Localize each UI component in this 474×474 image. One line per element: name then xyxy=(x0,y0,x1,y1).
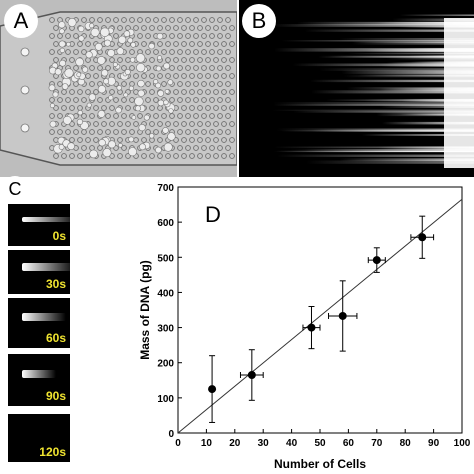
timelapse-frame: 120s xyxy=(8,414,70,462)
data-point xyxy=(247,371,256,380)
x-tick-label: 100 xyxy=(454,438,471,449)
free-cell xyxy=(20,47,30,57)
y-axis-label: Mass of DNA (pg) xyxy=(138,260,152,360)
frame-time-label: 60s xyxy=(45,331,66,345)
x-tick-label: 60 xyxy=(343,438,355,449)
frame-time-label: 120s xyxy=(39,445,66,459)
panel-b-label: B xyxy=(242,4,276,38)
free-cell xyxy=(20,123,30,133)
dna-stretch xyxy=(22,313,66,321)
timelapse-frame: 90s xyxy=(8,354,70,406)
frame-time-label: 30s xyxy=(45,277,66,291)
dna-strands xyxy=(271,14,474,164)
x-tick-label: 80 xyxy=(400,438,412,449)
data-point xyxy=(307,323,316,332)
x-tick-label: 20 xyxy=(229,438,241,449)
stretched-dna-image xyxy=(239,0,474,177)
data-point xyxy=(418,233,427,242)
data-point xyxy=(208,385,217,394)
dna-stretch xyxy=(22,217,70,222)
timelapse-frame: 60s xyxy=(8,298,70,348)
y-tick-label: 100 xyxy=(157,394,174,405)
data-point xyxy=(338,311,347,320)
x-tick-label: 40 xyxy=(286,438,298,449)
x-tick-label: 70 xyxy=(371,438,383,449)
frame-time-label: 0s xyxy=(52,229,66,243)
x-axis-label: Number of Cells xyxy=(274,457,366,471)
free-cell xyxy=(20,85,30,95)
fit-line xyxy=(177,198,463,434)
panel-c-label: C xyxy=(2,176,28,202)
y-tick-label: 600 xyxy=(157,218,174,229)
y-tick-label: 300 xyxy=(157,324,174,335)
dna-stretch xyxy=(22,370,56,378)
panel-d-label: D xyxy=(205,202,221,227)
x-tick-label: 10 xyxy=(201,438,213,449)
y-tick-label: 0 xyxy=(168,429,174,440)
x-tick-label: 0 xyxy=(175,438,181,449)
x-tick-label: 30 xyxy=(258,438,270,449)
data-point xyxy=(372,256,381,265)
trapped-cells xyxy=(48,17,176,159)
plot-frame xyxy=(177,186,463,434)
frame-time-label: 90s xyxy=(45,389,66,403)
dna-stretch xyxy=(22,263,70,271)
panel-a-micrograph: A xyxy=(0,0,237,177)
y-tick-label: 200 xyxy=(157,359,174,370)
x-tick-label: 50 xyxy=(314,438,326,449)
timelapse-frame: 30s xyxy=(8,250,70,294)
trap-fluorescence xyxy=(444,18,474,168)
y-tick-label: 500 xyxy=(157,253,174,264)
cell-trap-micrograph xyxy=(0,0,237,177)
timelapse-frame: 0s xyxy=(8,204,70,246)
panel-a-label: A xyxy=(4,4,38,38)
y-tick-label: 400 xyxy=(157,288,174,299)
y-tick-label: 700 xyxy=(157,183,174,194)
x-tick-label: 90 xyxy=(428,438,440,449)
panel-b-fluorescence: B xyxy=(239,0,474,177)
